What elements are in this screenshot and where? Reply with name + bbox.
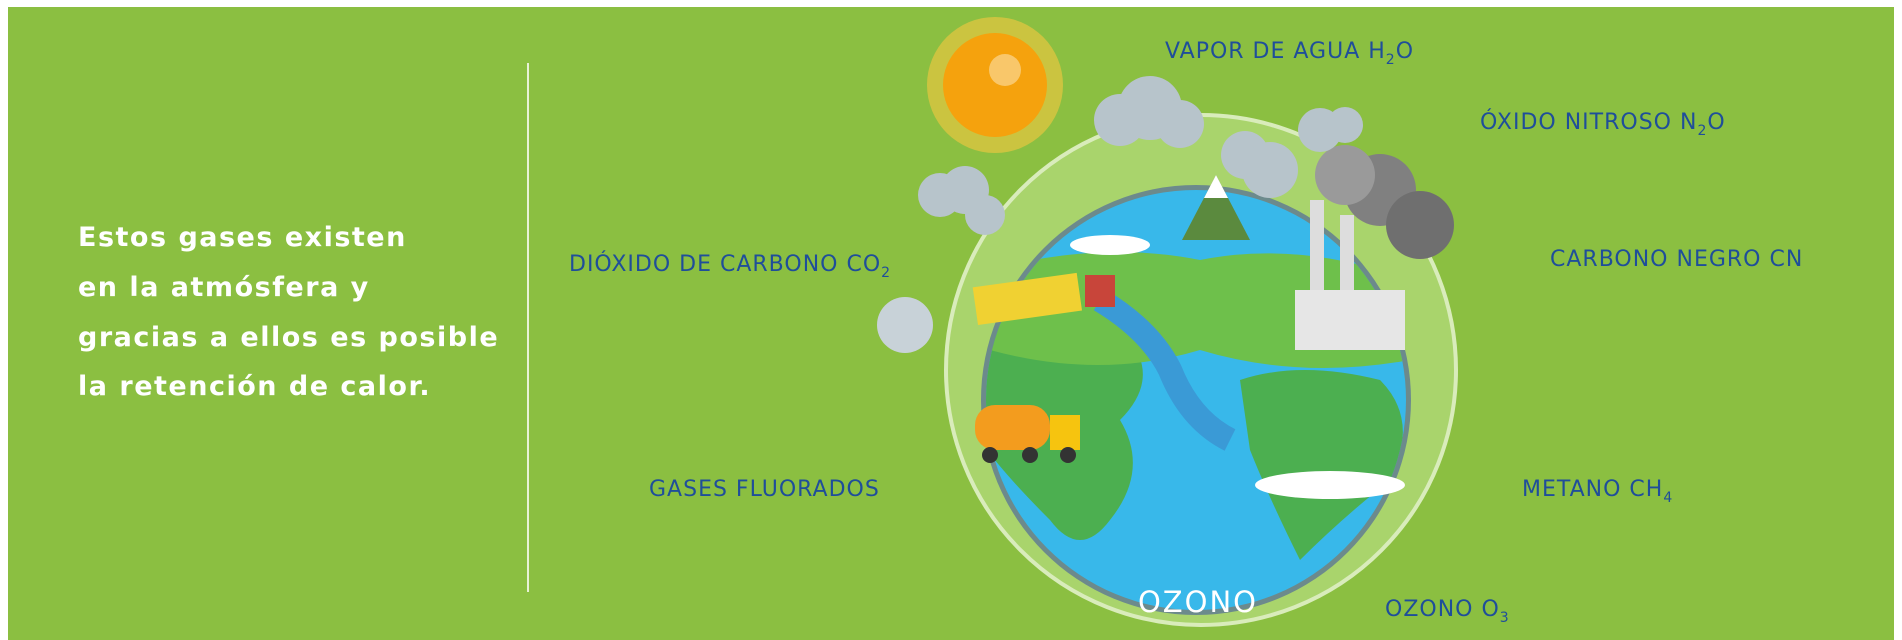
gas-label: METANO CH4 (1522, 477, 1673, 506)
intro-line: Estos gases existen (78, 222, 407, 253)
gas-name: ÓXIDO NITROSO N (1480, 109, 1697, 135)
gas-suffix: O (1707, 110, 1725, 135)
intro-line: gracias a ellos es posible (78, 322, 499, 353)
gas-label: OZONO O3 (1385, 597, 1510, 626)
ozone-ring-label: OZONO (1138, 585, 1258, 619)
gas-label: DIÓXIDO DE CARBONO CO2 (569, 251, 891, 281)
infographic: Estos gases existen en la atmósfera y grac… (0, 0, 1902, 640)
gas-label: GASES FLUORADOS (649, 477, 880, 502)
gas-name: OZONO O (1385, 597, 1500, 622)
gas-subscript: 4 (1663, 490, 1673, 506)
gas-name: CARBONO NEGRO CN (1550, 247, 1803, 272)
gas-label: CARBONO NEGRO CN (1550, 247, 1803, 272)
gas-name: VAPOR DE AGUA H (1165, 39, 1386, 64)
intro-line: en la atmósfera y (78, 272, 370, 303)
gas-subscript: 2 (881, 265, 891, 281)
gas-label: VAPOR DE AGUA H2O (1165, 39, 1414, 68)
gas-name: GASES FLUORADOS (649, 477, 880, 502)
gas-subscript: 2 (1386, 52, 1396, 68)
page: Estos gases existen en la atmósfera y grac… (0, 0, 1902, 640)
gas-subscript: 2 (1697, 123, 1707, 139)
gas-subscript: 3 (1500, 610, 1510, 626)
gas-name: DIÓXIDO DE CARBONO CO (569, 251, 881, 277)
intro-line: la retención de calor. (78, 371, 431, 402)
gas-suffix: O (1396, 39, 1414, 64)
gas-label: ÓXIDO NITROSO N2O (1480, 109, 1726, 139)
gas-name: METANO CH (1522, 477, 1663, 502)
sun (927, 17, 1063, 153)
